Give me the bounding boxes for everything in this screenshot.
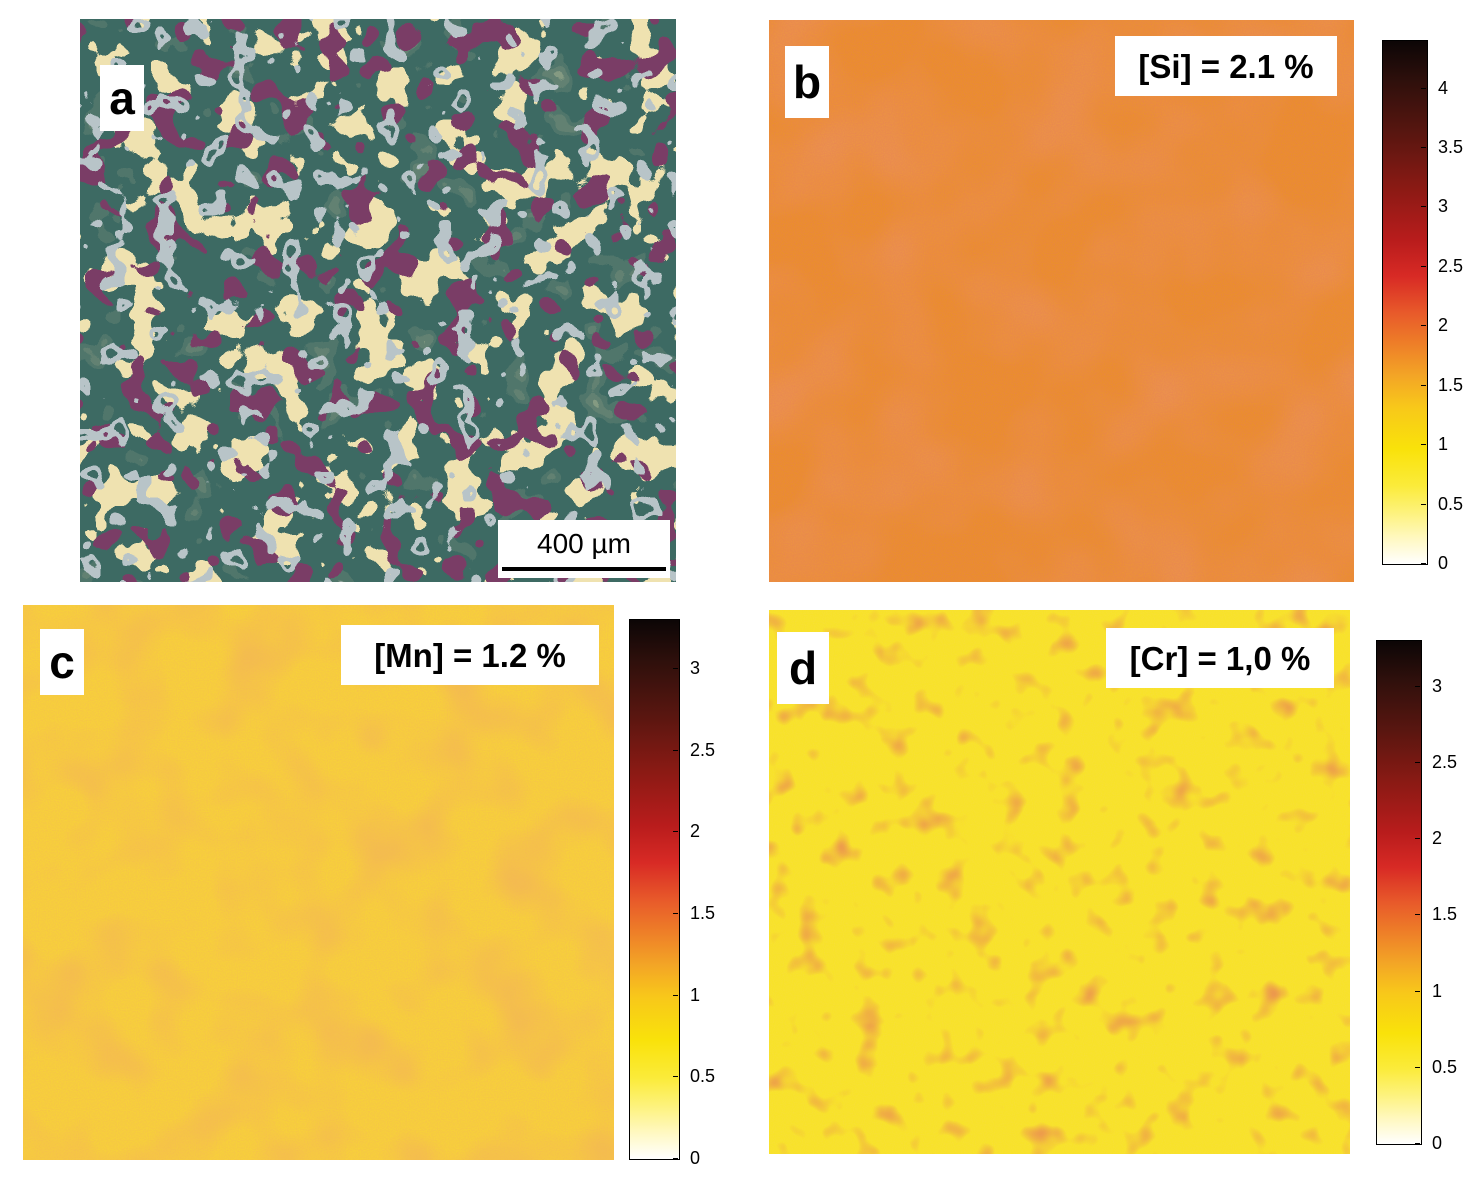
scale-bar-label: 400 µm (537, 528, 631, 559)
micrograph-panel-a: a 400 µm (80, 19, 676, 582)
colorbar-c-tick-label: 1.5 (690, 903, 716, 923)
scale-bar-line (502, 567, 666, 571)
colorbar-c-tick-label: 0.5 (690, 1066, 716, 1086)
panel-letter-b: b (785, 46, 829, 118)
si-concentration-map (769, 20, 1354, 582)
colorbar-c-tick-label: 3 (690, 658, 701, 678)
colorbar-d-tick (1415, 1143, 1420, 1144)
colorbar-d-tick-label: 1.5 (1432, 904, 1458, 924)
cr-concentration-map (769, 610, 1350, 1154)
colorbar-b-tick (1421, 504, 1426, 505)
colorbar-c (629, 619, 680, 1160)
colorbar-b-tick-label: 2 (1438, 315, 1449, 335)
colorbar-d-tick-label: 0.5 (1432, 1057, 1458, 1077)
colorbar-c-tick (673, 831, 678, 832)
colorbar-d-tick (1415, 838, 1420, 839)
micrograph-image (80, 19, 676, 582)
panel-letter-a: a (100, 65, 144, 131)
colorbar-b-tick-label: 3 (1438, 196, 1449, 216)
cr-map-panel-d: d [Cr] = 1,0 % (769, 610, 1350, 1154)
colorbar-d (1376, 640, 1422, 1145)
colorbar-b-tick-label: 2.5 (1438, 256, 1464, 276)
colorbar-d-tick-label: 2 (1432, 828, 1443, 848)
si-map-panel-b: b [Si] = 2.1 % (769, 20, 1354, 582)
colorbar-b-tick-label: 1 (1438, 434, 1449, 454)
colorbar-b-tick-label: 4 (1438, 78, 1449, 98)
colorbar-c-tick (673, 668, 678, 669)
colorbar-c-tick (673, 913, 678, 914)
colorbar-b-tick (1421, 147, 1426, 148)
colorbar-c-tick (673, 1158, 678, 1159)
colorbar-d-tick-label: 0 (1432, 1133, 1443, 1153)
colorbar-c-tick-label: 0 (690, 1148, 701, 1168)
colorbar-d-tick-label: 2.5 (1432, 752, 1458, 772)
colorbar-c-tick-label: 2 (690, 821, 701, 841)
colorbar-b-tick (1421, 444, 1426, 445)
colorbar-b-tick (1421, 206, 1426, 207)
colorbar-b-tick (1421, 563, 1426, 564)
cr-concentration-label: [Cr] = 1,0 % (1106, 628, 1334, 688)
colorbar-c-tick (673, 750, 678, 751)
colorbar-b-tick-label: 0.5 (1438, 494, 1464, 514)
colorbar-d-tick-label: 1 (1432, 981, 1443, 1001)
colorbar-c-tick (673, 1076, 678, 1077)
mn-map-panel-c: c [Mn] = 1.2 % (23, 605, 614, 1160)
colorbar-d-tick (1415, 686, 1420, 687)
colorbar-c-tick (673, 995, 678, 996)
colorbar-c-tick-label: 1 (690, 985, 701, 1005)
colorbar-b-tick (1421, 88, 1426, 89)
si-concentration-label: [Si] = 2.1 % (1115, 36, 1337, 96)
colorbar-d-tick (1415, 1067, 1420, 1068)
colorbar-b (1382, 40, 1428, 565)
colorbar-d-tick (1415, 991, 1420, 992)
colorbar-c-tick-label: 2.5 (690, 740, 716, 760)
colorbar-d-tick (1415, 914, 1420, 915)
mn-concentration-map (23, 605, 614, 1160)
colorbar-b-tick-label: 3.5 (1438, 137, 1464, 157)
colorbar-d-tick (1415, 762, 1420, 763)
colorbar-d-tick-label: 3 (1432, 676, 1443, 696)
colorbar-b-tick (1421, 266, 1426, 267)
scale-bar: 400 µm (498, 520, 670, 578)
colorbar-b-tick (1421, 385, 1426, 386)
colorbar-b-tick-label: 0 (1438, 553, 1449, 573)
mn-concentration-label: [Mn] = 1.2 % (341, 625, 599, 685)
colorbar-b-tick (1421, 325, 1426, 326)
colorbar-b-tick-label: 1.5 (1438, 375, 1464, 395)
panel-letter-c: c (40, 629, 84, 695)
panel-letter-d: d (777, 632, 829, 704)
